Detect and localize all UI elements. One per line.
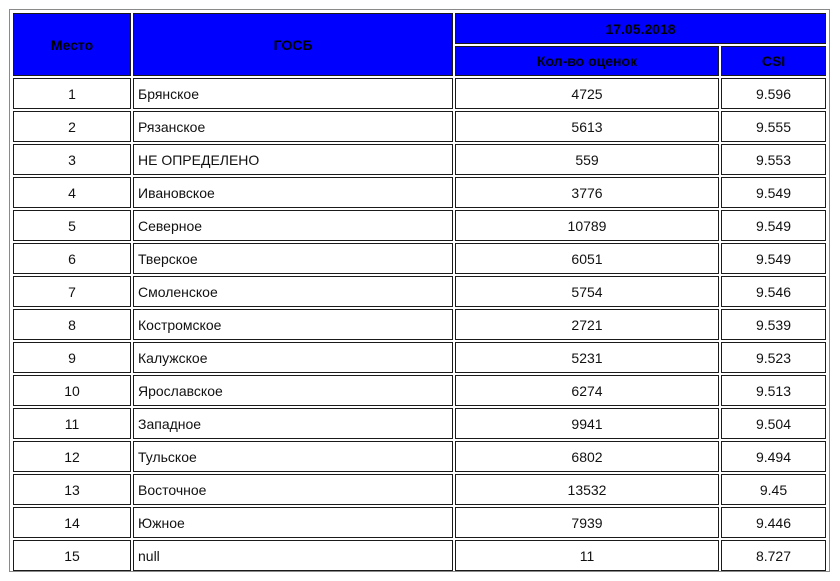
cell-csi: 9.523 — [721, 342, 826, 373]
cell-place: 1 — [13, 78, 131, 109]
table-row: 2 Рязанское 5613 9.555 — [13, 111, 826, 142]
table-row: 9 Калужское 5231 9.523 — [13, 342, 826, 373]
cell-count: 4725 — [455, 78, 719, 109]
table-row: 8 Костромское 2721 9.539 — [13, 309, 826, 340]
table-row: 6 Тверское 6051 9.549 — [13, 243, 826, 274]
cell-gosb: Тверское — [133, 243, 453, 274]
cell-count: 6274 — [455, 375, 719, 406]
cell-count: 11 — [455, 540, 719, 571]
cell-place: 10 — [13, 375, 131, 406]
table-row: 11 Западное 9941 9.504 — [13, 408, 826, 439]
cell-count: 6802 — [455, 441, 719, 472]
cell-csi: 9.555 — [721, 111, 826, 142]
cell-place: 3 — [13, 144, 131, 175]
cell-gosb: null — [133, 540, 453, 571]
header-gosb: ГОСБ — [133, 13, 453, 76]
cell-place: 14 — [13, 507, 131, 538]
cell-count: 5231 — [455, 342, 719, 373]
cell-csi: 9.446 — [721, 507, 826, 538]
header-count: Кол-во оценок — [455, 46, 719, 76]
ranking-table: Место ГОСБ 17.05.2018 Кол-во оценок CSI … — [11, 11, 828, 573]
cell-place: 11 — [13, 408, 131, 439]
table-row: 12 Тульское 6802 9.494 — [13, 441, 826, 472]
cell-count: 5613 — [455, 111, 719, 142]
header-place: Место — [13, 13, 131, 76]
table-row: 7 Смоленское 5754 9.546 — [13, 276, 826, 307]
cell-place: 6 — [13, 243, 131, 274]
cell-count: 10789 — [455, 210, 719, 241]
cell-csi: 9.513 — [721, 375, 826, 406]
cell-count: 7939 — [455, 507, 719, 538]
cell-csi: 9.549 — [721, 210, 826, 241]
cell-csi: 9.596 — [721, 78, 826, 109]
table-row: 13 Восточное 13532 9.45 — [13, 474, 826, 505]
cell-csi: 9.504 — [721, 408, 826, 439]
ranking-table-frame: Место ГОСБ 17.05.2018 Кол-во оценок CSI … — [9, 9, 830, 572]
cell-gosb: Восточное — [133, 474, 453, 505]
table-row: 4 Ивановское 3776 9.549 — [13, 177, 826, 208]
header-csi: CSI — [721, 46, 826, 76]
cell-count: 559 — [455, 144, 719, 175]
cell-place: 13 — [13, 474, 131, 505]
cell-place: 8 — [13, 309, 131, 340]
cell-count: 9941 — [455, 408, 719, 439]
cell-count: 13532 — [455, 474, 719, 505]
cell-place: 4 — [13, 177, 131, 208]
table-header: Место ГОСБ 17.05.2018 Кол-во оценок CSI — [13, 13, 826, 76]
table-row: 15 null 11 8.727 — [13, 540, 826, 571]
cell-csi: 9.546 — [721, 276, 826, 307]
cell-gosb: Брянское — [133, 78, 453, 109]
cell-place: 5 — [13, 210, 131, 241]
cell-csi: 9.494 — [721, 441, 826, 472]
table-row: 14 Южное 7939 9.446 — [13, 507, 826, 538]
cell-count: 6051 — [455, 243, 719, 274]
cell-place: 12 — [13, 441, 131, 472]
cell-place: 9 — [13, 342, 131, 373]
cell-gosb: Тульское — [133, 441, 453, 472]
cell-csi: 8.727 — [721, 540, 826, 571]
table-row: 5 Северное 10789 9.549 — [13, 210, 826, 241]
cell-place: 15 — [13, 540, 131, 571]
cell-gosb: Ярославское — [133, 375, 453, 406]
header-date: 17.05.2018 — [455, 13, 826, 44]
cell-csi: 9.553 — [721, 144, 826, 175]
cell-place: 2 — [13, 111, 131, 142]
cell-count: 3776 — [455, 177, 719, 208]
cell-gosb: Южное — [133, 507, 453, 538]
cell-csi: 9.539 — [721, 309, 826, 340]
table-row: 3 НЕ ОПРЕДЕЛЕНО 559 9.553 — [13, 144, 826, 175]
cell-gosb: Западное — [133, 408, 453, 439]
cell-gosb: Калужское — [133, 342, 453, 373]
cell-gosb: Ивановское — [133, 177, 453, 208]
cell-gosb: Северное — [133, 210, 453, 241]
cell-csi: 9.45 — [721, 474, 826, 505]
cell-count: 5754 — [455, 276, 719, 307]
cell-count: 2721 — [455, 309, 719, 340]
table-body: 1 Брянское 4725 9.596 2 Рязанское 5613 9.555 3 НЕ… — [13, 78, 826, 571]
table-row: 10 Ярославское 6274 9.513 — [13, 375, 826, 406]
table-row: 1 Брянское 4725 9.596 — [13, 78, 826, 109]
cell-csi: 9.549 — [721, 177, 826, 208]
cell-gosb: Рязанское — [133, 111, 453, 142]
cell-place: 7 — [13, 276, 131, 307]
cell-gosb: Костромское — [133, 309, 453, 340]
cell-gosb: НЕ ОПРЕДЕЛЕНО — [133, 144, 453, 175]
cell-csi: 9.549 — [721, 243, 826, 274]
cell-gosb: Смоленское — [133, 276, 453, 307]
